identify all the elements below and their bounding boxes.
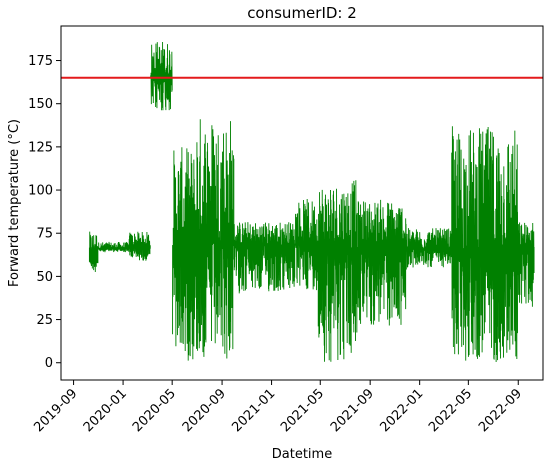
y-tick-label: 75 — [36, 227, 53, 242]
x-tick-label: 2022-01 — [377, 386, 426, 435]
y-tick-label: 50 — [36, 270, 53, 285]
y-tick-label: 150 — [28, 97, 53, 112]
plot-frame — [60, 25, 544, 381]
x-axis: 2019-09 2020-01 2020-05 2020-09 2021-01 2021-… — [31, 380, 525, 435]
x-tick-label: 2022-09 — [476, 386, 525, 435]
y-tick-label: 125 — [28, 140, 53, 155]
x-tick-label: 2020-09 — [180, 386, 229, 435]
x-tick-label: 2021-05 — [278, 386, 327, 435]
x-tick-label: 2020-05 — [130, 386, 179, 435]
chart-title: consumerID: 2 — [247, 4, 357, 22]
x-tick-label: 2021-01 — [229, 386, 278, 435]
y-tick-label: 25 — [36, 313, 53, 328]
x-tick-label: 2020-01 — [81, 386, 130, 435]
x-tick-label: 2022-05 — [426, 386, 475, 435]
x-tick-label: 2021-09 — [328, 386, 377, 435]
plot-area — [61, 42, 543, 362]
y-tick-label: 0 — [45, 356, 53, 371]
x-tick-label: 2019-09 — [31, 386, 80, 435]
x-axis-label: Datetime — [272, 447, 332, 462]
y-tick-label: 175 — [28, 54, 53, 69]
data-series-line — [88, 42, 535, 362]
y-axis: 0 25 50 75 100 125 150 175 — [28, 54, 61, 371]
y-axis-label: Forward temperature (°C) — [7, 119, 22, 287]
y-tick-label: 100 — [28, 184, 53, 199]
